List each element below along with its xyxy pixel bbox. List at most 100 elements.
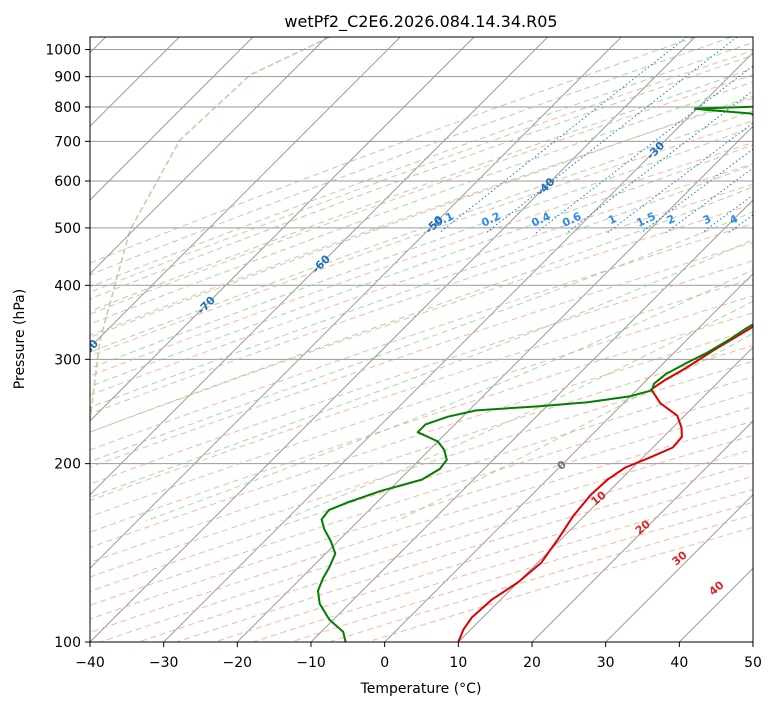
dry-adiabat xyxy=(90,120,753,357)
dry-adiabat xyxy=(90,241,753,468)
dry-adiabat xyxy=(90,222,753,451)
mixing-ratio-label: 2 xyxy=(665,212,677,227)
isotherm-line xyxy=(678,567,753,642)
isotherm-line xyxy=(90,37,401,349)
dry-adiabat xyxy=(90,278,753,502)
plot-area: 0.10.20.40.611.52346810131620253036-100-… xyxy=(78,37,775,642)
isotherm-line xyxy=(531,420,753,642)
dry-adiabat xyxy=(328,514,753,642)
mixing-ratio-line xyxy=(767,37,775,233)
dry-adiabat xyxy=(90,295,753,518)
isotherm-line xyxy=(90,37,328,275)
isotherm-line xyxy=(236,125,753,642)
x-tick-label: 0 xyxy=(380,655,389,671)
moist-adiabat-label: 30 xyxy=(670,548,690,568)
dry-adiabat xyxy=(90,260,753,485)
isotherm-line xyxy=(163,51,753,642)
y-tick-label: 900 xyxy=(54,70,81,86)
x-tick-label: −30 xyxy=(149,655,179,671)
mixing-ratio-line xyxy=(606,122,753,234)
dry-adiabat-label: -80 xyxy=(78,337,101,360)
moist-adiabat-label: 10 xyxy=(589,488,609,508)
chart-title: wetPf2_C2E6.2026.084.14.34.R05 xyxy=(284,12,557,32)
x-tick-label: 10 xyxy=(449,655,467,671)
y-tick-label: 800 xyxy=(54,100,81,116)
mixing-ratio-label: 0.6 xyxy=(560,210,583,230)
moist-adiabat xyxy=(90,126,753,369)
moist-adiabat xyxy=(90,186,753,433)
temperature-line xyxy=(457,325,753,642)
moist-adiabat xyxy=(90,95,753,339)
dry-adiabat xyxy=(90,163,753,396)
mixing-ratio-line xyxy=(701,194,753,234)
y-tick-label: 500 xyxy=(54,221,81,237)
dry-adiabat xyxy=(90,141,753,377)
dry-adiabat-label: -20 xyxy=(753,104,775,127)
mixing-ratio-label: 0.4 xyxy=(529,210,552,230)
dry-adiabat xyxy=(90,74,753,315)
dry-adiabat xyxy=(90,183,753,415)
x-tick-label: −20 xyxy=(223,655,253,671)
moist-adiabat xyxy=(90,144,753,387)
isotherm-line xyxy=(90,37,254,201)
dry-adiabat xyxy=(90,345,753,563)
dry-adiabat xyxy=(367,526,753,642)
moist-adiabat xyxy=(90,110,753,353)
moist-adiabat xyxy=(90,81,753,325)
mixing-ratio-line xyxy=(438,37,688,234)
x-tick-label: 40 xyxy=(670,655,688,671)
dry-adiabat xyxy=(90,420,753,633)
isotherm-line xyxy=(605,493,753,642)
y-tick-label: 100 xyxy=(54,635,81,651)
dry-adiabat xyxy=(100,434,753,642)
moist-adiabat-label: 20 xyxy=(633,517,653,537)
mixing-ratio-label: 0.2 xyxy=(479,210,502,230)
dewpoint-line xyxy=(317,105,753,642)
x-axis-label: Temperature (°C) xyxy=(360,681,482,697)
moist-adiabat xyxy=(90,164,753,408)
isotherm-line xyxy=(90,37,475,422)
moist-adiabat xyxy=(90,211,753,463)
moist-adiabat xyxy=(90,41,753,288)
dry-adiabat xyxy=(90,203,753,433)
x-tick-label: −40 xyxy=(75,655,105,671)
isotherm-line xyxy=(457,346,753,642)
isotherm-line xyxy=(384,272,753,642)
dry-adiabat xyxy=(90,376,753,592)
dry-adiabat xyxy=(90,391,753,606)
x-tick-label: 20 xyxy=(523,655,541,671)
y-axis-label: Pressure (hPa) xyxy=(12,289,28,389)
moist-adiabat xyxy=(280,300,753,522)
dry-adiabat xyxy=(290,501,753,642)
moist-adiabat xyxy=(90,54,753,300)
dry-adiabat xyxy=(90,360,753,578)
mixing-ratio-label: 3 xyxy=(701,212,713,227)
dry-adiabat xyxy=(90,312,753,533)
moist-adiabat xyxy=(90,37,732,276)
mixing-ratio-line xyxy=(566,90,753,234)
x-tick-label: 50 xyxy=(744,655,762,671)
y-tick-label: 400 xyxy=(54,278,81,294)
dry-adiabat xyxy=(90,328,753,548)
dry-adiabat xyxy=(90,97,753,336)
dry-adiabat xyxy=(214,475,753,642)
y-tick-label: 600 xyxy=(54,174,81,190)
isotherm-line xyxy=(90,37,696,642)
x-tick-label: −10 xyxy=(296,655,326,671)
axis-ticks: −40 −30 −20 −10 0 10 20 30 40 50 1000 900 800 700 600 5… xyxy=(45,43,762,671)
moist-adiabat xyxy=(90,239,753,498)
isotherm-line xyxy=(310,199,753,642)
isotherm-line xyxy=(90,37,622,570)
y-tick-label: 300 xyxy=(54,352,81,368)
moist-adiabat xyxy=(145,269,753,522)
y-tick-label: 1000 xyxy=(45,43,81,59)
mixing-ratio-label: 6 xyxy=(766,212,775,227)
mixing-ratio-line xyxy=(535,65,753,234)
y-tick-label: 700 xyxy=(54,134,81,150)
mixing-ratio-label: 1 xyxy=(606,212,618,227)
ellipse-guide xyxy=(90,37,331,421)
moist-adiabat-label: 40 xyxy=(706,578,726,598)
y-tick-label: 200 xyxy=(54,457,81,473)
moist-adiabat xyxy=(90,37,696,264)
